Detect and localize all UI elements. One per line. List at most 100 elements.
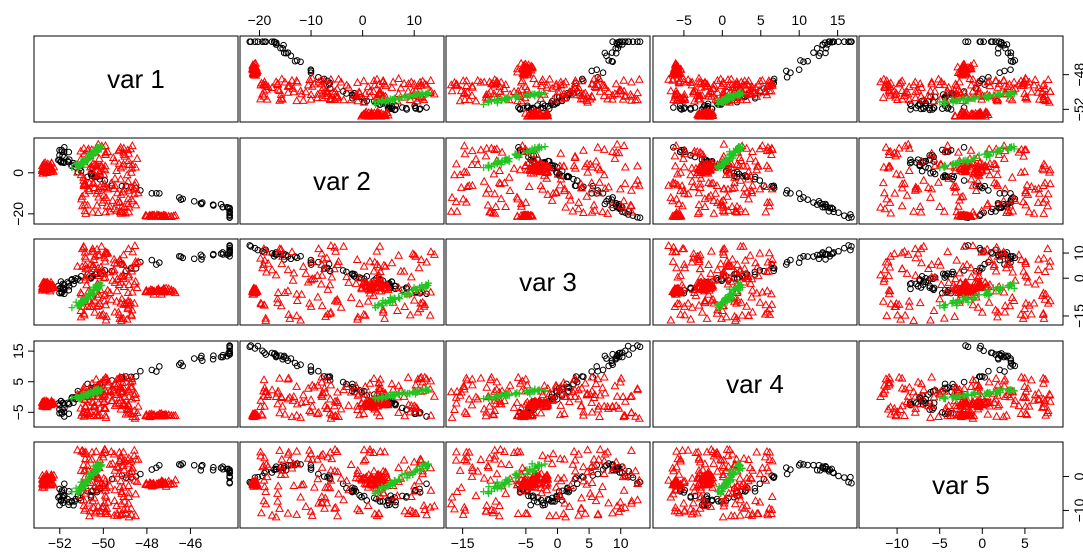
point-triangle	[981, 107, 991, 116]
point-circle	[960, 144, 968, 151]
point-triangle	[79, 143, 89, 152]
point-circle	[908, 158, 915, 166]
point-triangle	[109, 254, 119, 263]
point-triangle	[99, 195, 109, 204]
point-triangle	[131, 177, 141, 186]
point-circle	[906, 159, 914, 167]
point-triangle	[118, 187, 128, 196]
point-circle	[680, 105, 688, 112]
point-triangle	[599, 144, 609, 153]
point-triangle	[467, 146, 477, 155]
point-triangle	[911, 253, 921, 262]
point-triangle	[672, 263, 682, 272]
point-triangle	[123, 145, 133, 154]
point-triangle	[965, 63, 975, 72]
point-triangle	[355, 298, 365, 307]
point-triangle	[119, 184, 129, 193]
point-triangle	[460, 149, 470, 158]
point-triangle	[934, 74, 943, 83]
point-triangle	[551, 187, 561, 196]
point-triangle	[762, 90, 772, 99]
point-circle	[156, 190, 163, 197]
point-triangle	[712, 265, 722, 274]
point-triangle	[559, 161, 569, 170]
point-triangle	[723, 184, 733, 193]
point-circle	[297, 361, 304, 368]
point-triangle	[383, 110, 393, 119]
point-triangle	[372, 74, 382, 83]
point-circle	[58, 148, 66, 155]
point-triangle	[950, 311, 960, 320]
point-triangle	[131, 162, 141, 171]
point-circle	[804, 57, 811, 65]
point-triangle	[365, 378, 375, 387]
point-triangle	[99, 190, 109, 199]
point-triangle	[403, 86, 413, 95]
point-triangle	[485, 77, 495, 86]
point-triangle	[607, 200, 617, 209]
point-triangle	[999, 75, 1009, 84]
point-triangle	[709, 195, 719, 204]
point-triangle	[620, 162, 630, 171]
point-triangle	[124, 185, 133, 194]
point-circle	[279, 45, 286, 52]
point-triangle	[709, 80, 719, 89]
point-triangle	[718, 202, 728, 211]
point-circle	[815, 52, 823, 60]
point-triangle	[452, 80, 462, 89]
point-triangle	[680, 188, 689, 197]
point-triangle	[105, 201, 115, 210]
point-triangle	[708, 159, 718, 168]
panel-3-2	[239, 238, 445, 326]
point-triangle	[696, 109, 706, 118]
point-circle	[770, 184, 778, 192]
point-triangle	[406, 272, 416, 281]
point-triangle	[900, 310, 910, 319]
point-circle	[60, 148, 68, 156]
point-triangle	[755, 297, 765, 306]
point-triangle	[129, 184, 139, 193]
point-triangle	[425, 310, 435, 319]
point-triangle	[545, 74, 555, 83]
point-triangle	[911, 270, 921, 279]
point-triangle	[704, 91, 714, 100]
point-triangle	[688, 86, 698, 95]
point-triangle	[619, 140, 629, 149]
point-triangle	[528, 110, 537, 119]
point-triangle	[673, 94, 683, 103]
point-triangle	[406, 77, 416, 86]
point-triangle	[923, 90, 933, 99]
point-circle	[634, 38, 641, 46]
point-circle	[588, 190, 596, 197]
point-triangle	[524, 157, 533, 166]
point-triangle	[336, 77, 346, 86]
point-triangle	[414, 263, 424, 272]
point-triangle	[915, 78, 925, 87]
point-triangle	[106, 178, 116, 187]
point-triangle	[360, 88, 370, 97]
point-triangle	[526, 211, 536, 220]
point-circle	[399, 104, 406, 111]
point-triangle	[879, 74, 889, 83]
point-circle	[1003, 41, 1011, 48]
point-triangle	[578, 145, 588, 154]
point-circle	[544, 102, 552, 110]
point-triangle	[966, 145, 976, 154]
point-triangle	[598, 207, 607, 216]
point-triangle	[102, 201, 112, 210]
point-triangle	[904, 95, 914, 104]
point-triangle	[900, 87, 910, 96]
point-triangle	[966, 80, 976, 89]
point-plus	[513, 92, 521, 100]
point-circle	[756, 177, 764, 184]
point-triangle	[298, 95, 308, 104]
point-triangle	[689, 146, 699, 155]
point-triangle	[122, 170, 132, 179]
point-triangle	[94, 192, 104, 201]
point-triangle	[330, 95, 340, 104]
point-triangle	[307, 73, 317, 82]
point-triangle	[316, 279, 326, 288]
point-triangle	[957, 70, 967, 79]
point-triangle	[405, 94, 415, 103]
point-triangle	[43, 162, 53, 171]
